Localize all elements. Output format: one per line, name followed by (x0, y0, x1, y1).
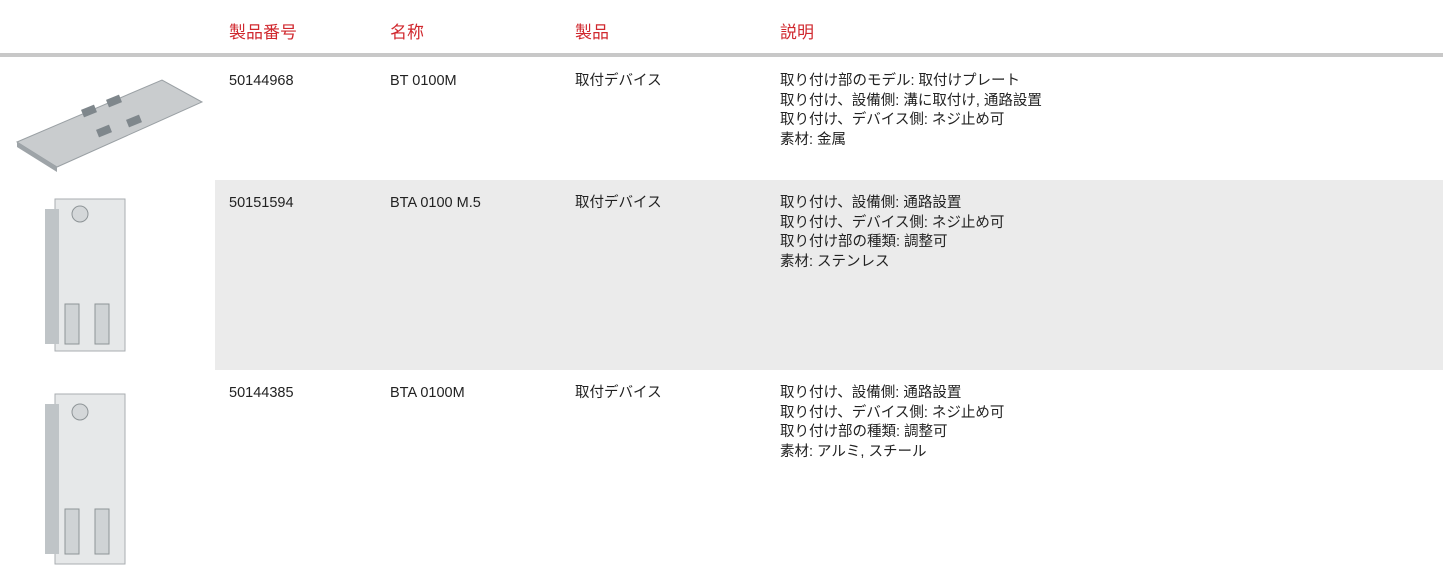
description-line: 取り付け、デバイス側: ネジ止め可 (780, 404, 1005, 421)
description-line: 取り付け、設備側: 通路設置 (780, 385, 962, 401)
description-line: 素材: 金属 (780, 131, 847, 148)
product-image (45, 198, 126, 352)
column-header: 製品 (575, 23, 609, 42)
description-line: 取り付け部の種類: 調整可 (780, 234, 948, 250)
name: BTA 0100 M.5 (390, 195, 481, 211)
description-line: 取り付け、デバイス側: ネジ止め可 (780, 214, 1005, 231)
product-number: 50151594 (229, 195, 294, 211)
table-row: 50151594 BTA 0100 M.5 取付デバイス 取り付け、設備側: 通路設置… (0, 180, 1443, 370)
description-line: 素材: ステンレス (780, 253, 890, 270)
product-number: 50144385 (229, 385, 294, 401)
description: 取り付け、設備側: 通路設置取り付け、デバイス側: ネジ止め可 取り付け部の種類:… (780, 194, 1004, 272)
table-row: 50144385 BTA 0100M 取付デバイス 取り付け、設備側: 通路設置 取り付… (0, 370, 1443, 576)
name: BTA 0100M (390, 385, 465, 401)
column-header: 製品番号 (229, 23, 297, 42)
description-line: 取り付け、設備側: 溝に取付け, 通路設置 (780, 92, 1042, 109)
product: 取付デバイス (575, 385, 662, 401)
description-line: 取り付け部のモデル: 取付けプレート (780, 73, 1021, 89)
column-header: 名称 (390, 23, 424, 42)
row-background (215, 180, 1443, 370)
product-image (45, 393, 126, 565)
description-line: 取り付け、デバイス側: ネジ止め可 (780, 112, 1005, 128)
table-row: 50144968 BT 0100M 取付デバイス 取り付け部のモデル: 取付けプレート… (0, 58, 1443, 180)
description-line: 取り付け部の種類: 調整可 (780, 424, 948, 440)
description-line: 素材: アルミ, スチール (780, 443, 927, 460)
header-rule (0, 53, 1443, 57)
product-number: 50144968 (229, 73, 294, 89)
product-image (15, 79, 204, 172)
product: 取付デバイス (575, 195, 662, 211)
description: 取り付け、設備側: 通路設置取り付け、デバイス側: ネジ止め可 取り付け部の種類:… (780, 384, 1004, 462)
column-header: 説明 (780, 23, 814, 42)
product: 取付デバイス (575, 73, 662, 89)
name: BT 0100M (390, 73, 457, 89)
description-line: 取り付け、設備側: 通路設置 (780, 195, 962, 211)
description: 取り付け部のモデル: 取付けプレート取り付け、設備側: 溝に取付け, 通路設置取… (780, 72, 1042, 150)
